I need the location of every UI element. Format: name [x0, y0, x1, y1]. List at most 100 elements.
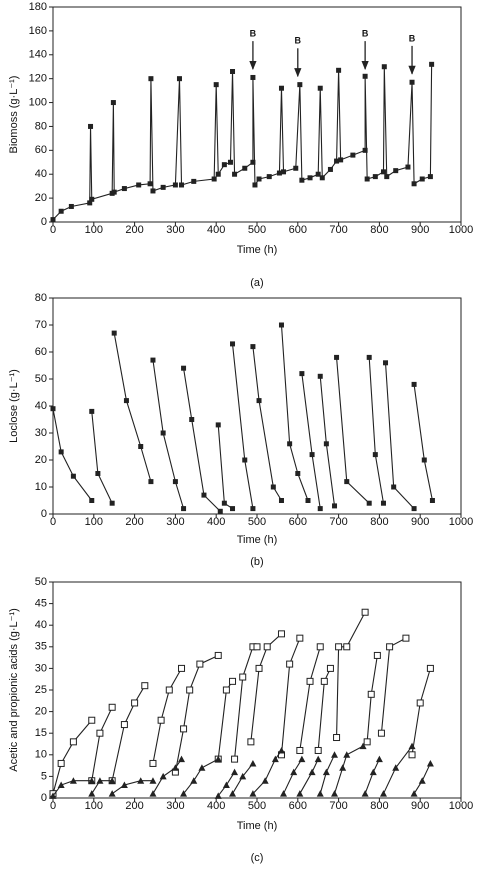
- data-point: [416, 699, 424, 707]
- y-tick-label: 0: [41, 216, 47, 228]
- data-point: [372, 452, 378, 458]
- data-point: [222, 781, 230, 789]
- data-point: [256, 398, 262, 404]
- data-point: [271, 755, 279, 763]
- data-point: [58, 208, 64, 214]
- data-point: [426, 759, 434, 767]
- data-point: [96, 777, 104, 784]
- x-tick-label: 900: [411, 800, 429, 812]
- x-tick-label: 600: [289, 800, 307, 812]
- data-point: [372, 174, 378, 180]
- y-tick-label: 40: [35, 168, 47, 180]
- data-point: [256, 176, 262, 182]
- data-point: [131, 699, 139, 707]
- data-point: [242, 165, 248, 171]
- data-point: [172, 182, 178, 188]
- y-tick-label: 100: [29, 96, 47, 108]
- data-point: [277, 746, 285, 754]
- data-point: [87, 200, 93, 206]
- data-point: [150, 357, 156, 363]
- y-tick-label: 70: [35, 319, 47, 331]
- data-point: [121, 186, 127, 192]
- data-point: [307, 175, 313, 181]
- data-point: [317, 506, 323, 512]
- data-point: [229, 677, 237, 685]
- x-tick-label: 100: [85, 800, 103, 812]
- annotation: B: [295, 36, 302, 46]
- data-point: [263, 643, 271, 651]
- data-point: [367, 690, 375, 698]
- data-point: [215, 171, 221, 177]
- y-tick-label: 20: [35, 192, 47, 204]
- data-point: [327, 166, 333, 172]
- data-point: [69, 777, 77, 784]
- data-point: [231, 768, 239, 776]
- data-point: [250, 344, 256, 350]
- data-point: [427, 174, 433, 180]
- data-point: [215, 422, 221, 428]
- data-point: [296, 746, 304, 754]
- x-tick-label: 100: [85, 516, 103, 528]
- data-point: [362, 147, 368, 153]
- data-point: [111, 330, 117, 336]
- data-point: [278, 85, 284, 91]
- x-tick-label: 800: [370, 800, 388, 812]
- data-point: [391, 484, 397, 490]
- data-point: [221, 500, 227, 506]
- data-point: [261, 777, 269, 784]
- data-point: [165, 686, 173, 694]
- data-point: [293, 165, 299, 171]
- x-tick-label: 600: [289, 224, 307, 236]
- y-tick-label: 45: [35, 598, 47, 610]
- data-point: [159, 772, 167, 780]
- data-point: [426, 664, 434, 672]
- data-point: [278, 322, 284, 328]
- data-point: [297, 82, 303, 88]
- data-point: [190, 777, 198, 784]
- y-tick-label: 40: [35, 619, 47, 631]
- data-point: [250, 159, 256, 165]
- x-tick-label: 300: [166, 800, 184, 812]
- data-point: [211, 176, 217, 182]
- y-tick-label: 35: [35, 641, 47, 653]
- data-point: [149, 759, 157, 767]
- data-point: [150, 188, 156, 194]
- data-point: [411, 181, 417, 187]
- data-point: [136, 182, 142, 188]
- data-point: [305, 498, 311, 503]
- data-point: [366, 500, 372, 506]
- data-point: [277, 630, 285, 638]
- data-point: [320, 677, 328, 685]
- data-point: [362, 73, 368, 79]
- data-point: [49, 792, 57, 799]
- data-point: [419, 176, 425, 182]
- data-point: [189, 417, 195, 422]
- data-point: [421, 457, 427, 463]
- data-point: [250, 74, 256, 80]
- x-axis-label: Time (h): [237, 534, 278, 546]
- data-point: [393, 168, 399, 174]
- data-point: [201, 492, 207, 498]
- y-tick-label: 160: [29, 25, 47, 37]
- data-point: [339, 764, 347, 771]
- data-point: [222, 686, 230, 694]
- data-point: [214, 792, 222, 799]
- y-tick-label: 15: [35, 727, 47, 739]
- data-point: [110, 100, 116, 106]
- y-tick-label: 20: [35, 706, 47, 718]
- series-line: [52, 611, 431, 794]
- data-point: [331, 751, 339, 758]
- data-point: [317, 373, 323, 379]
- data-point: [68, 203, 74, 209]
- data-point: [57, 781, 65, 789]
- data-point: [181, 365, 187, 371]
- y-tick-label: 0: [41, 508, 47, 520]
- data-point: [402, 634, 410, 642]
- y-tick-label: 50: [35, 576, 47, 588]
- data-point: [335, 643, 343, 651]
- x-tick-label: 1000: [449, 516, 473, 528]
- y-tick-label: 30: [35, 662, 47, 674]
- data-point: [160, 184, 166, 190]
- x-tick-label: 1000: [449, 800, 473, 812]
